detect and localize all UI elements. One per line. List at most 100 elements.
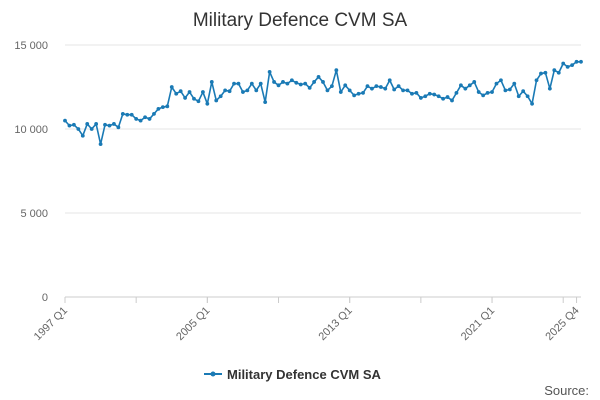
data-point [321, 80, 325, 84]
data-point [281, 80, 285, 84]
data-point [361, 90, 365, 95]
data-point [441, 96, 445, 101]
data-point [418, 96, 423, 100]
data-point [423, 94, 428, 99]
data-point [214, 98, 219, 103]
data-point [450, 98, 454, 103]
x-axis: 1997 Q1 2005 Q1 2013 Q1 2021 Q1 2025 Q4 [32, 296, 582, 343]
data-point [107, 123, 112, 128]
data-point [125, 112, 130, 117]
data-point [490, 90, 494, 94]
data-point [530, 101, 534, 106]
data-point [67, 123, 72, 128]
data-point [387, 78, 392, 83]
data-point [232, 81, 236, 86]
data-point [285, 81, 290, 86]
data-point [160, 105, 165, 110]
data-point [218, 94, 223, 99]
legend-dot-marker [210, 371, 216, 377]
data-point [196, 99, 201, 104]
data-point [436, 94, 441, 99]
data-point [138, 118, 143, 123]
data-point [365, 84, 370, 89]
data-point [499, 78, 503, 83]
data-point [209, 80, 214, 84]
data-point [472, 80, 477, 84]
data-point [303, 81, 308, 86]
data-point [338, 90, 343, 94]
data-point [512, 81, 517, 86]
data-point [120, 111, 125, 116]
data-point [201, 90, 205, 94]
data-point [143, 115, 147, 120]
gridlines [65, 44, 581, 214]
data-point [80, 133, 85, 138]
data-point [383, 86, 388, 91]
data-point [89, 127, 94, 131]
data-point [476, 90, 481, 94]
data-point [63, 118, 67, 123]
y-tick-label: 0 [42, 292, 48, 304]
data-point [85, 122, 90, 126]
data-point [134, 117, 139, 121]
series-line [64, 60, 581, 145]
data-point [405, 88, 410, 93]
x-tick-label: 1997 Q1 [32, 305, 70, 343]
data-point [236, 81, 241, 86]
data-point [325, 88, 330, 93]
data-point [467, 83, 472, 88]
data-point [454, 90, 459, 95]
y-tick-label: 15 000 [14, 40, 48, 52]
series-military-defence [63, 59, 583, 147]
data-point [165, 104, 170, 109]
data-point [76, 127, 81, 131]
data-point [547, 86, 552, 91]
y-tick-label: 10 000 [14, 124, 48, 136]
data-point [561, 61, 566, 66]
data-point [249, 81, 254, 86]
data-point [356, 91, 361, 96]
data-point [378, 85, 383, 89]
data-point [347, 88, 352, 93]
data-point [334, 68, 339, 73]
data-point [427, 91, 432, 96]
data-point [552, 68, 557, 73]
data-point [392, 87, 397, 92]
data-point [579, 59, 583, 64]
data-point [272, 80, 276, 84]
data-point [485, 90, 490, 95]
data-point [245, 88, 250, 93]
data-point [481, 93, 486, 98]
data-point [94, 122, 99, 126]
data-point [396, 84, 401, 89]
data-point [374, 84, 379, 89]
data-point [298, 82, 303, 87]
data-point [459, 83, 463, 88]
data-point [103, 122, 107, 127]
x-tick-label: 2013 Q1 [316, 305, 354, 343]
legend-label: Military Defence CVM SA [227, 367, 381, 382]
data-point [276, 83, 281, 88]
data-point [316, 75, 321, 79]
data-point [539, 71, 543, 76]
data-point [574, 59, 579, 64]
legend[interactable]: Military Defence CVM SA [204, 367, 381, 382]
data-point [72, 122, 76, 127]
data-point [525, 94, 530, 99]
data-point [112, 122, 116, 126]
data-point [267, 69, 272, 74]
chart-title: Military Defence CVM SA [193, 10, 408, 31]
data-point [516, 94, 521, 99]
data-point [494, 81, 499, 86]
data-point [432, 92, 437, 97]
data-point [401, 88, 405, 93]
data-point [192, 96, 196, 101]
y-tick-label: 5 000 [20, 208, 48, 220]
data-point [330, 84, 334, 89]
data-point [352, 93, 357, 98]
data-point [294, 80, 299, 85]
data-point [205, 101, 210, 106]
data-point [307, 85, 312, 90]
data-point [116, 125, 121, 130]
